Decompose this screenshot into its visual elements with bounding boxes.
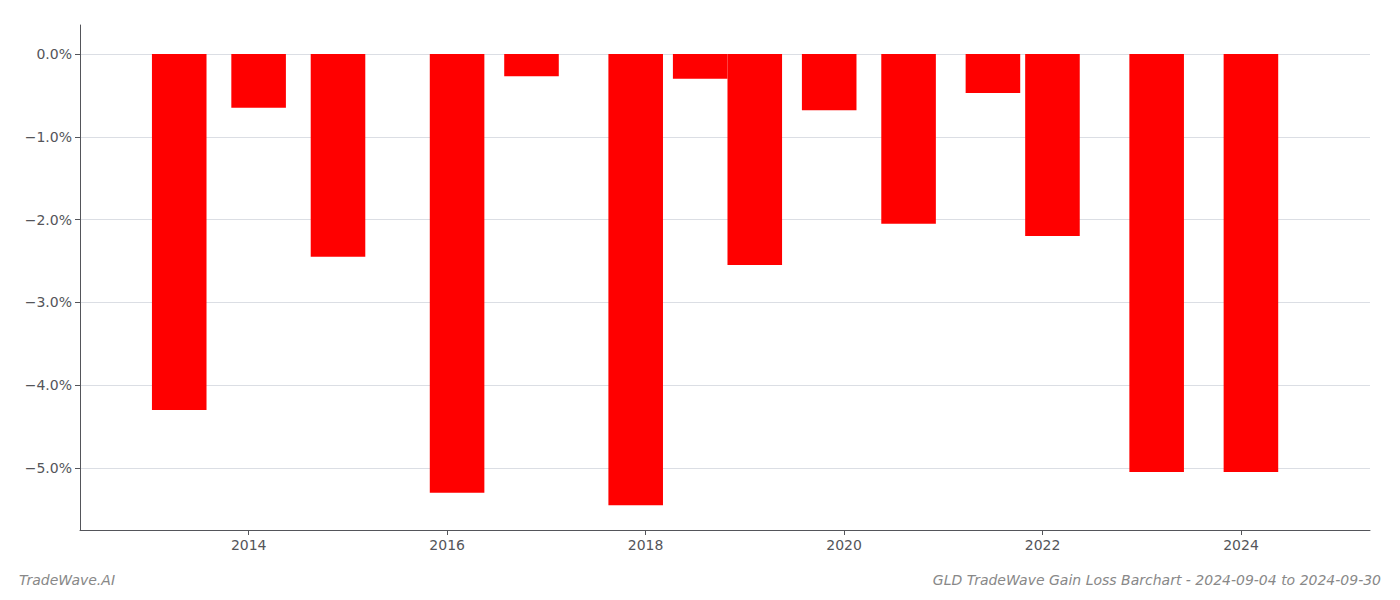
svg-text:−1.0%: −1.0% [25,129,72,145]
svg-text:TradeWave.AI: TradeWave.AI [19,572,115,588]
svg-text:2018: 2018 [628,537,664,553]
svg-text:2016: 2016 [429,537,465,553]
svg-text:−2.0%: −2.0% [25,212,72,228]
svg-text:−3.0%: −3.0% [25,294,72,310]
svg-text:−4.0%: −4.0% [25,377,72,393]
svg-text:−5.0%: −5.0% [25,460,72,476]
svg-text:2024: 2024 [1223,537,1259,553]
svg-text:GLD TradeWave Gain Loss Barcha: GLD TradeWave Gain Loss Barchart - 2024-… [933,572,1381,588]
svg-text:2014: 2014 [231,537,267,553]
svg-text:2020: 2020 [826,537,862,553]
svg-text:2022: 2022 [1025,537,1061,553]
svg-text:0.0%: 0.0% [36,46,72,62]
